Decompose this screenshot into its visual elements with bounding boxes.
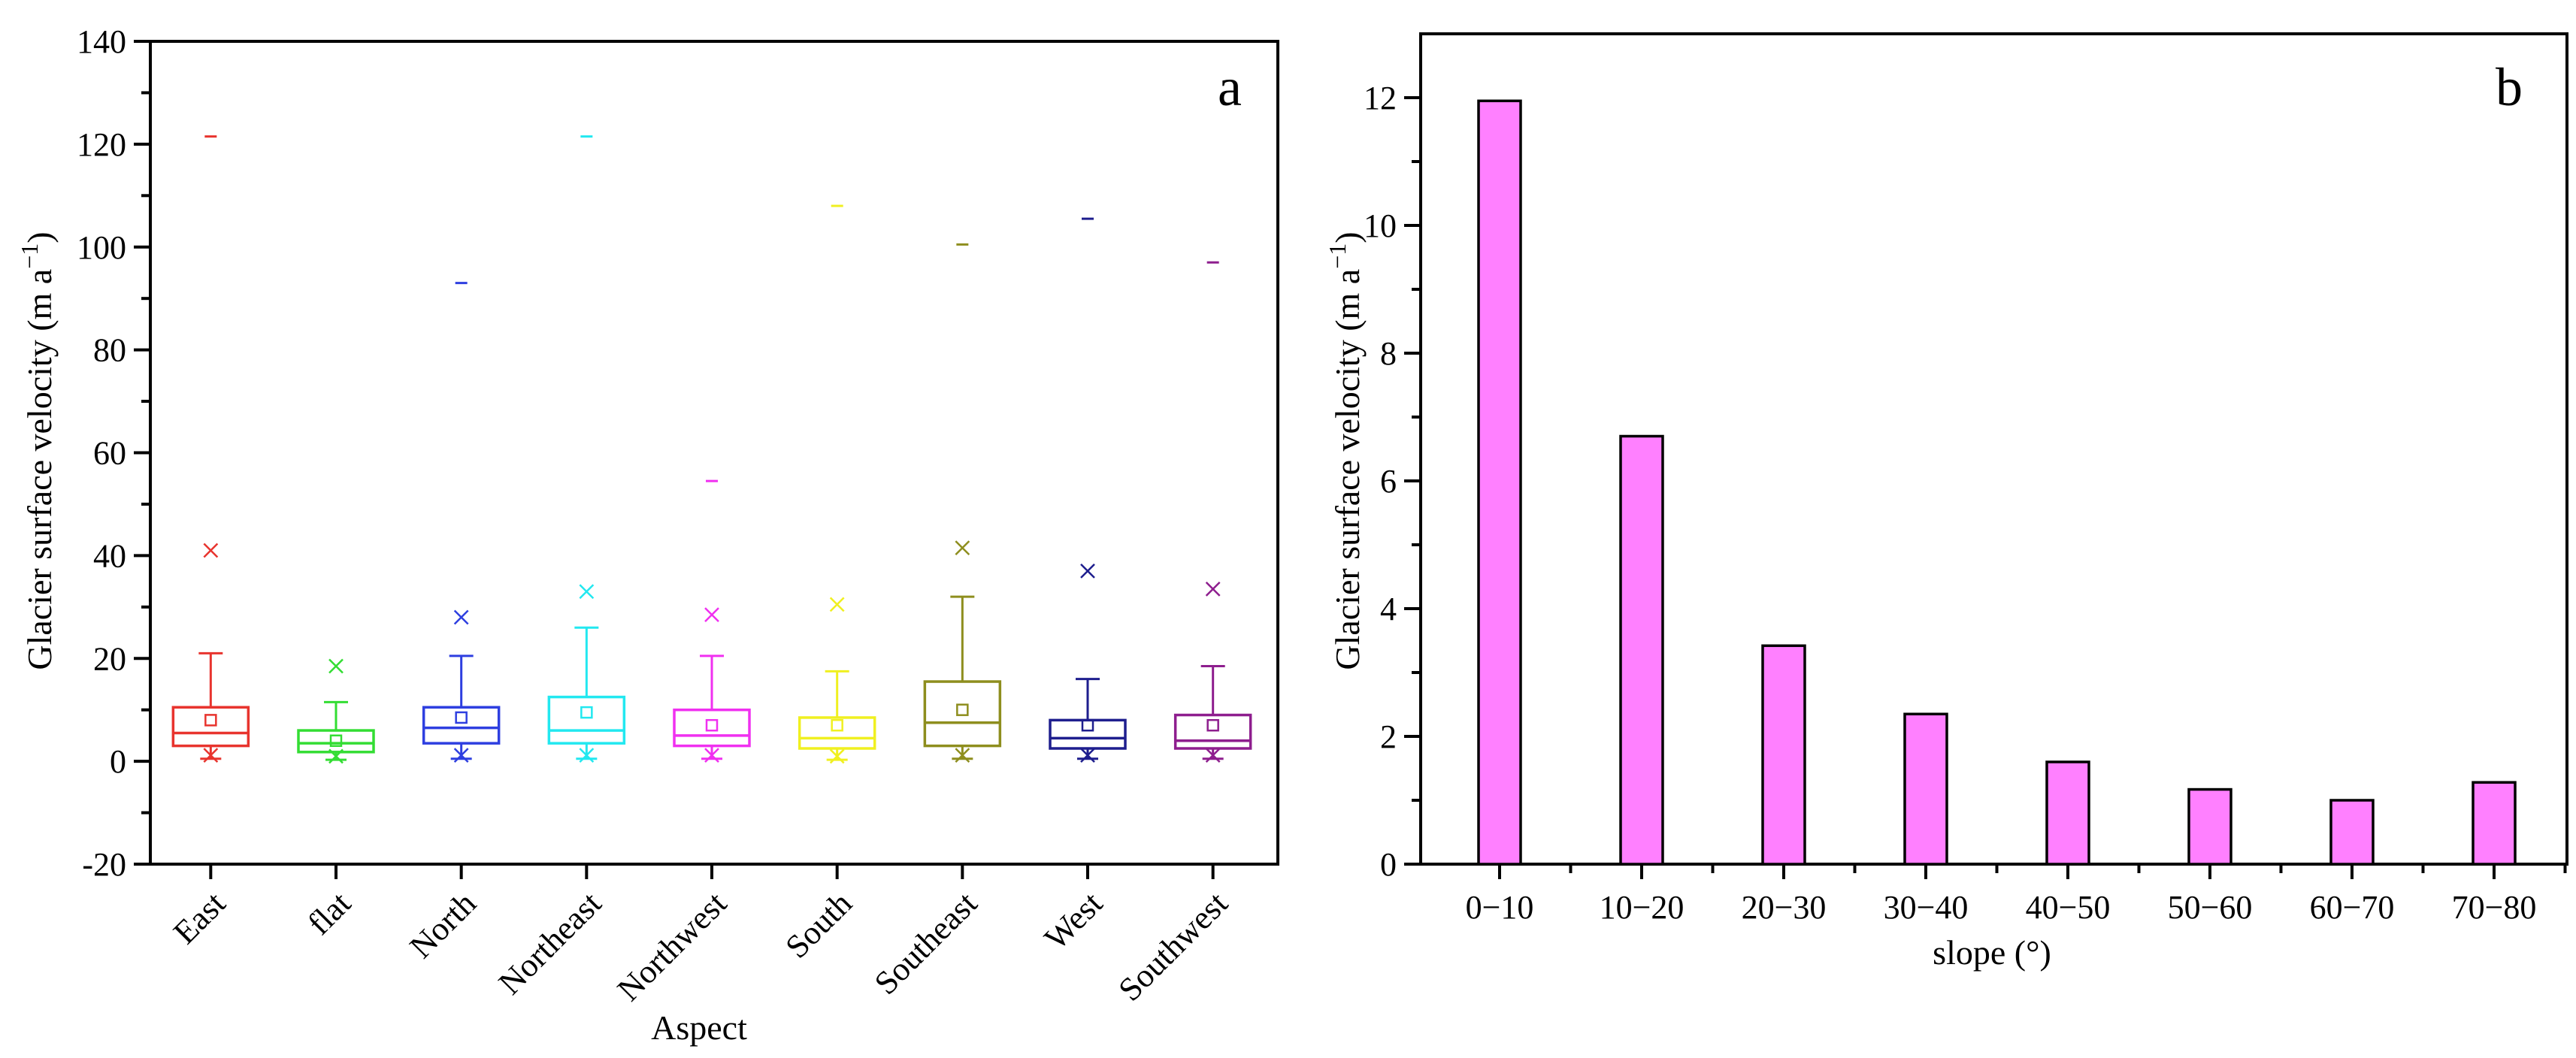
panel-a-label: a xyxy=(1218,57,1242,117)
box-iqr xyxy=(547,695,626,745)
x-tick-label: Southwest xyxy=(1111,884,1234,1008)
panel-a-x-axis-title: Aspect xyxy=(651,1008,747,1047)
box-iqr xyxy=(798,716,876,750)
y-tick-label: 60 xyxy=(93,435,126,472)
p99-marker xyxy=(1205,581,1221,597)
box-iqr xyxy=(297,729,375,754)
bar xyxy=(2329,799,2375,866)
y-tick-label: 0 xyxy=(110,743,126,780)
box-iqr xyxy=(1049,718,1127,750)
panel-b-y-axis-title: Glacier surface velocity (m a−1) xyxy=(1324,231,1367,670)
p99-marker xyxy=(955,540,970,555)
mean-marker xyxy=(455,711,468,724)
x-tick-label: West xyxy=(1037,884,1109,957)
x-tick-label: North xyxy=(403,884,483,965)
p1-marker xyxy=(453,748,469,763)
y-tick-label: 12 xyxy=(1364,80,1397,116)
panel-b-label: b xyxy=(2496,57,2523,117)
y-tick-label: 10 xyxy=(1364,207,1397,244)
x-tick-label: 30−40 xyxy=(1884,889,1969,926)
box-north xyxy=(422,282,501,763)
y-tick-label: 140 xyxy=(77,23,126,60)
bar xyxy=(2045,760,2090,866)
x-tick-label: 10−20 xyxy=(1600,889,1685,926)
y-tick-label: 2 xyxy=(1380,718,1397,755)
mean-marker xyxy=(705,718,719,732)
x-tick-label: 60−70 xyxy=(2310,889,2395,926)
p99-marker xyxy=(453,609,469,625)
box-iqr xyxy=(673,708,751,748)
box-flat xyxy=(297,658,375,764)
p1-marker xyxy=(955,748,970,763)
mean-marker xyxy=(204,714,217,727)
p99-marker xyxy=(203,543,219,558)
bar xyxy=(2187,787,2232,866)
bar xyxy=(2472,781,2517,866)
x-tick-label: 20−30 xyxy=(1742,889,1827,926)
box-northwest xyxy=(673,479,751,763)
mean-marker xyxy=(329,734,343,747)
x-tick-label: East xyxy=(166,884,232,951)
x-tick-label: 50−60 xyxy=(2168,889,2253,926)
p1-marker xyxy=(704,748,719,763)
y-tick-label: 100 xyxy=(77,229,126,266)
p1-marker xyxy=(829,748,845,764)
mean-marker xyxy=(831,718,843,732)
bar xyxy=(1619,434,1664,866)
p1-marker xyxy=(1080,748,1095,763)
y-tick-label: -20 xyxy=(82,846,126,883)
y-tick-label: 120 xyxy=(77,126,126,163)
bar xyxy=(1761,644,1806,866)
panel-b-plot-frame xyxy=(1419,32,2568,866)
p99-marker xyxy=(328,658,344,674)
box-iqr xyxy=(1173,713,1252,750)
p1-marker xyxy=(203,748,219,763)
mean-marker xyxy=(580,706,593,719)
y-tick-label: 40 xyxy=(93,537,126,574)
box-northeast xyxy=(547,135,626,763)
box-southeast xyxy=(923,243,1002,763)
bar xyxy=(1903,712,1948,866)
p1-marker xyxy=(579,748,595,763)
y-tick-label: 8 xyxy=(1380,335,1397,372)
p99-marker xyxy=(579,584,595,600)
y-tick-label: 80 xyxy=(93,332,126,369)
panel-b-bar-chart: b 0 2 4 6 8 10 12 0−10 10−20 20−30 30−40 40−50 50−6… xyxy=(1324,32,2568,972)
x-tick-label: 40−50 xyxy=(2026,889,2111,926)
x-tick-label: 70−80 xyxy=(2452,889,2537,926)
box-iqr xyxy=(171,706,250,748)
y-tick-label: 4 xyxy=(1380,591,1397,627)
box-iqr xyxy=(923,680,1002,748)
p99-marker xyxy=(1080,564,1095,579)
panel-a-plot-frame xyxy=(149,40,1279,866)
x-tick-label: Northeast xyxy=(492,884,609,1002)
p99-marker xyxy=(829,597,845,612)
bar xyxy=(1477,99,1522,866)
box-south xyxy=(798,204,876,764)
mean-marker xyxy=(1081,718,1094,732)
x-tick-label: 0−10 xyxy=(1466,889,1534,926)
mean-marker xyxy=(956,703,969,716)
p99-marker xyxy=(704,607,719,622)
y-tick-label: 20 xyxy=(93,640,126,677)
panel-b-x-axis-title: slope (°) xyxy=(1933,933,2051,972)
x-tick-label: South xyxy=(778,884,858,965)
panel-a-y-axis-title: Glacier surface velocity (m a−1) xyxy=(16,231,59,670)
x-tick-label: Northwest xyxy=(610,884,734,1008)
y-tick-label: 0 xyxy=(1380,846,1397,883)
box-west xyxy=(1049,217,1127,763)
box-southwest xyxy=(1173,261,1252,763)
y-tick-label: 6 xyxy=(1380,463,1397,500)
box-iqr xyxy=(422,706,501,745)
p1-marker xyxy=(1205,748,1221,763)
x-tick-label: Southeast xyxy=(867,884,985,1002)
x-tick-label: flat xyxy=(301,884,358,942)
box-east xyxy=(171,135,250,763)
mean-marker xyxy=(1206,718,1219,732)
p1-marker xyxy=(328,748,344,764)
